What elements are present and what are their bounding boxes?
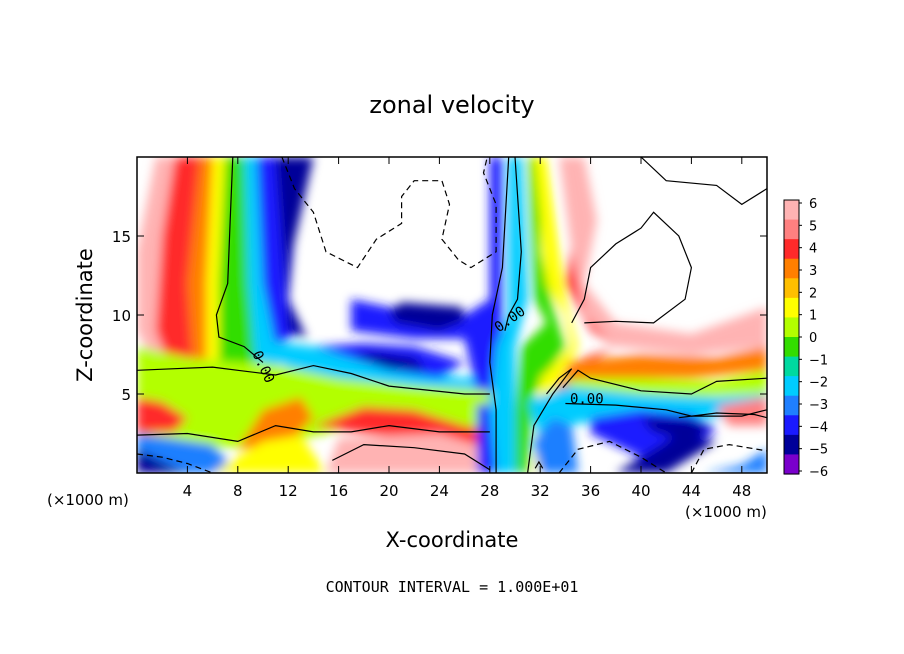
colorbar-tick-label: 5 <box>809 219 817 234</box>
x-tick-label: 12 <box>279 482 298 500</box>
field-region <box>489 157 528 473</box>
colorbar-swatch <box>784 415 799 436</box>
colorbar-tick-label: 3 <box>809 264 817 279</box>
colorbar-swatch <box>784 376 799 397</box>
x-tick-label: 44 <box>682 482 701 500</box>
field-region <box>137 449 188 473</box>
y-tick-label: 5 <box>121 386 131 404</box>
y-tick-label: 15 <box>112 228 131 246</box>
field-region <box>508 157 566 473</box>
field-region <box>389 302 465 331</box>
field-region <box>559 157 767 355</box>
contour-line <box>504 157 522 331</box>
y-axis-label: Z-coordinate <box>73 248 97 382</box>
contour-interval-note: CONTOUR INTERVAL = 1.000E+01 <box>326 578 579 596</box>
contour-line <box>332 443 491 471</box>
field-region <box>212 435 326 473</box>
contour-label: 0.00 <box>570 391 604 407</box>
colorbar-tick-label: 6 <box>809 197 817 212</box>
colorbar-swatch <box>784 317 799 338</box>
colorbar-tick-label: −5 <box>809 443 828 458</box>
x-tick-label: 36 <box>581 482 600 500</box>
field-region <box>137 346 490 406</box>
x-tick-label: 24 <box>430 482 449 500</box>
x-unit-label-right: (×1000 m) <box>685 503 767 521</box>
field-region <box>533 417 578 473</box>
x-tick-label: 8 <box>233 482 243 500</box>
x-tick-label: 40 <box>631 482 650 500</box>
x-tick-label: 28 <box>480 482 499 500</box>
contour-line <box>640 157 767 206</box>
colorbar-tick-label: 4 <box>809 242 817 257</box>
x-tick-label: 48 <box>732 482 751 500</box>
x-tick-label: 16 <box>329 482 348 500</box>
colorbar-tick-label: −6 <box>809 465 828 480</box>
contour-line <box>489 157 510 473</box>
contour-line <box>678 412 767 419</box>
x-axis-label: X-coordinate <box>386 528 519 552</box>
colorbar-swatch <box>784 434 799 456</box>
field-region <box>565 346 767 379</box>
contour-line-dashed <box>690 443 767 473</box>
colorbar-swatch <box>784 200 799 221</box>
colorbar-swatch <box>784 258 799 279</box>
field-region <box>326 433 490 473</box>
colorbar-swatch <box>784 337 799 358</box>
colorbar: 6 5 4 3 2 1 0 −1 −2 −3 −4 −5 −6 <box>783 197 828 480</box>
colorbar-swatch <box>784 297 799 319</box>
contour-line-dashed <box>558 440 667 473</box>
field-region <box>275 157 314 339</box>
colorbar-swatch <box>784 239 799 260</box>
x-tick-label: 20 <box>379 482 398 500</box>
x-unit-label-left: (×1000 m) <box>47 491 129 509</box>
contour-line <box>565 402 767 417</box>
colorbar-tick-label: 2 <box>809 286 817 301</box>
colorbar-tick-label: −1 <box>809 353 828 368</box>
contour-line <box>534 460 544 469</box>
y-tick-label: 10 <box>112 307 131 325</box>
field-region <box>615 433 717 473</box>
colorbar-tick-label: 1 <box>809 309 817 324</box>
colorbar-tick-label: −4 <box>809 420 828 435</box>
colorbar-swatch <box>784 219 799 240</box>
colorbar-swatch <box>784 454 799 475</box>
field-region <box>351 352 427 371</box>
contour-line <box>562 369 767 395</box>
contour-line-dashed <box>281 157 497 269</box>
contour-line <box>527 368 573 473</box>
plot-area: 0.000.000.00 <box>137 157 767 473</box>
x-tick-label: 4 <box>183 482 193 500</box>
field-region <box>704 449 767 473</box>
contour-line <box>137 424 490 443</box>
contour-line <box>571 211 693 324</box>
colorbar-tick-label: −2 <box>809 376 828 391</box>
colorbar-swatch <box>784 278 799 299</box>
colorbar-swatch <box>784 356 799 377</box>
colorbar-tick-label: −3 <box>809 398 828 413</box>
field-region <box>641 417 711 442</box>
colorbar-tick-label: 0 <box>809 331 817 346</box>
field-region <box>716 397 767 426</box>
contour-line-dashed <box>137 453 213 473</box>
contour-line <box>137 364 490 395</box>
colorbar-swatch <box>784 395 799 416</box>
x-tick-label: 32 <box>531 482 550 500</box>
contour-line <box>215 157 264 363</box>
field-region <box>137 397 188 434</box>
chart-title: zonal velocity <box>369 91 534 119</box>
